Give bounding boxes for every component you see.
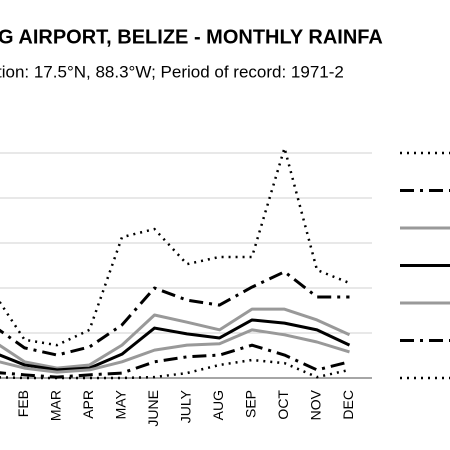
x-tick-label: JUNE [145, 390, 161, 427]
x-tick-label: SEP [243, 390, 259, 418]
chart-title: G AIRPORT, BELIZE - MONTHLY RAINFA [0, 26, 383, 48]
series-line [0, 318, 351, 372]
series-line [0, 146, 350, 347]
x-tick-label: MAR [48, 390, 64, 421]
x-tick-label: DEC [340, 390, 356, 420]
series-line [0, 328, 350, 374]
series-line [0, 343, 350, 379]
chart-subtitle: tion: 17.5°N, 88.3°W; Period of record: … [0, 62, 344, 81]
x-tick-label: OCT [275, 390, 291, 420]
x-tick-label: FEB [15, 390, 31, 417]
x-tick-label: APR [80, 390, 96, 419]
x-tick-label: AUG [210, 390, 226, 420]
series-line [0, 270, 350, 357]
x-tick-label: MAY [113, 389, 129, 419]
series-line [0, 307, 351, 370]
x-tick-label: NOV [308, 389, 324, 420]
x-tick-label: JULY [178, 389, 194, 423]
